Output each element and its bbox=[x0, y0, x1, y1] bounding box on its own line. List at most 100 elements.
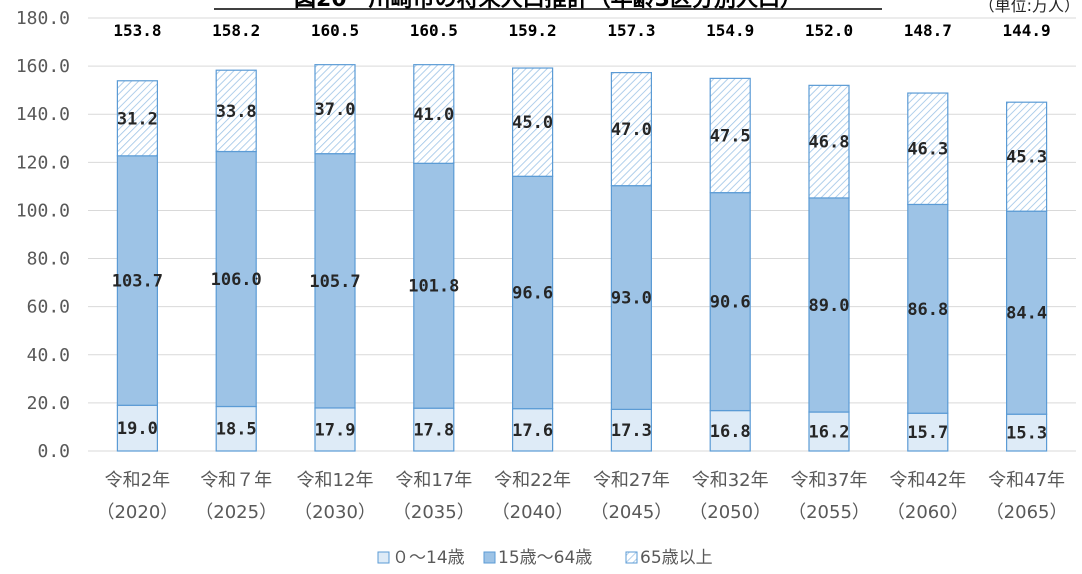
x-tick-era-label: 令和12年 bbox=[297, 470, 374, 491]
y-tick-label: 20.0 bbox=[27, 393, 70, 414]
y-axis-tick-labels: 0.0 20.0 40.0 60.0 80.0 100.0 120.0 140.0 160.0 1… bbox=[16, 8, 70, 462]
bar-segment-age-0-14-2050 bbox=[709, 409, 751, 452]
legend-item-age-15-64: 15歳～64歳 bbox=[483, 548, 592, 568]
bar-segment-age-65-plus-2045 bbox=[610, 72, 653, 187]
data-label-age-65-plus-2060: 46.3 bbox=[907, 140, 948, 160]
bar-segment-age-65-plus-2040 bbox=[511, 67, 554, 177]
bar-segment-age-15-64-2050 bbox=[709, 192, 751, 412]
x-tick-era-label: 令和42年 bbox=[889, 470, 966, 491]
legend-label: 65歳以上 bbox=[640, 548, 713, 568]
legend-item-age-65-plus: 65歳以上 bbox=[625, 548, 713, 568]
data-label-age-65-plus-2035: 41.0 bbox=[413, 105, 454, 125]
total-label-2055: 152.0 bbox=[805, 21, 853, 40]
y-tick-label: 40.0 bbox=[27, 345, 70, 366]
x-tick-year-label: （2055） bbox=[788, 502, 870, 523]
x-tick-year-label: （2065） bbox=[986, 502, 1068, 523]
bar-segment-age-65-plus-2025 bbox=[215, 69, 257, 153]
x-tick-era-label: 令和27年 bbox=[593, 470, 670, 491]
legend-swatch bbox=[483, 551, 496, 564]
bar-segment-age-15-64-2020 bbox=[116, 155, 159, 406]
total-label-2025: 158.2 bbox=[212, 21, 260, 40]
x-tick-year-label: （2025） bbox=[195, 502, 277, 523]
bar-segment-age-65-plus-2055 bbox=[808, 84, 850, 199]
bar-segment-age-0-14-2020 bbox=[116, 404, 159, 452]
unit-note: （単位:万人） bbox=[979, 0, 1080, 15]
y-tick-label: 60.0 bbox=[27, 297, 70, 318]
data-label-age-15-64-2045: 93.0 bbox=[611, 289, 652, 309]
bar-segment-age-65-plus-2060 bbox=[907, 92, 949, 206]
legend-item-age-0-14: ０～14歳 bbox=[377, 548, 465, 568]
total-label-2060: 148.7 bbox=[904, 21, 952, 40]
total-label-2065: 144.9 bbox=[1003, 21, 1051, 40]
data-label-age-0-14-2040: 17.6 bbox=[512, 421, 553, 441]
bar-segment-age-0-14-2025 bbox=[215, 405, 257, 452]
data-label-age-0-14-2055: 16.2 bbox=[809, 423, 850, 443]
bar-segment-age-65-plus-2020 bbox=[116, 80, 159, 157]
bar-segment-age-0-14-2060 bbox=[907, 412, 949, 452]
bar-segment-age-0-14-2055 bbox=[808, 411, 850, 452]
total-data-labels: 153.8 158.2 160.5 160.5 159.2 157.3 154.9 152.0… bbox=[113, 21, 1050, 40]
bar-segment-age-0-14-2045 bbox=[610, 408, 653, 452]
data-label-age-0-14-2030: 17.9 bbox=[315, 420, 356, 440]
x-tick-year-label: （2030） bbox=[294, 502, 376, 523]
legend-label: ０～14歳 bbox=[392, 548, 465, 568]
x-tick-year-label: （2060） bbox=[887, 502, 969, 523]
data-label-age-15-64-2065: 84.4 bbox=[1006, 304, 1047, 324]
y-tick-label: 0.0 bbox=[37, 441, 70, 462]
x-tick-era-label: 令和22年 bbox=[494, 470, 571, 491]
x-tick-era-label: 令和47年 bbox=[988, 470, 1065, 491]
data-label-age-0-14-2065: 15.3 bbox=[1006, 424, 1047, 444]
data-label-age-0-14-2035: 17.8 bbox=[413, 421, 454, 441]
bar-segment-age-15-64-2065 bbox=[1005, 210, 1048, 415]
chart-title: 図20 川崎市の将来人口推計（年齢3区分別人口） bbox=[294, 0, 802, 12]
data-label-age-15-64-2060: 86.8 bbox=[907, 300, 948, 320]
data-label-age-65-plus-2020: 31.2 bbox=[117, 109, 158, 129]
y-tick-label: 120.0 bbox=[16, 152, 70, 173]
legend-label: 15歳～64歳 bbox=[498, 548, 592, 568]
data-label-age-15-64-2055: 89.0 bbox=[809, 296, 850, 316]
data-label-age-15-64-2035: 101.8 bbox=[408, 277, 459, 297]
x-tick-year-label: （2035） bbox=[393, 502, 475, 523]
y-tick-label: 140.0 bbox=[16, 104, 70, 125]
segment-data-labels: 19.0 103.7 31.2 18.5 106.0 33.8 17.9 105.7 37.0 1… bbox=[112, 100, 1047, 443]
data-label-age-65-plus-2055: 46.8 bbox=[809, 133, 850, 153]
bar-segment-age-15-64-2055 bbox=[808, 197, 850, 413]
data-label-age-65-plus-2065: 45.3 bbox=[1006, 148, 1047, 168]
bar-segment-age-65-plus-2030 bbox=[314, 64, 356, 155]
bar-segment-age-65-plus-2035 bbox=[413, 64, 455, 164]
x-tick-era-label: 令和32年 bbox=[692, 470, 769, 491]
bar-segment-age-65-plus-2065 bbox=[1005, 101, 1048, 212]
data-label-age-65-plus-2045: 47.0 bbox=[611, 120, 652, 140]
x-tick-year-label: （2050） bbox=[689, 502, 771, 523]
bar-segment-age-0-14-2065 bbox=[1005, 413, 1048, 452]
data-label-age-0-14-2020: 19.0 bbox=[117, 419, 158, 439]
data-label-age-65-plus-2025: 33.8 bbox=[216, 102, 257, 122]
total-label-2040: 159.2 bbox=[509, 21, 557, 40]
bar-segment-age-15-64-2025 bbox=[215, 150, 257, 408]
x-tick-era-label: 令和７年 bbox=[200, 470, 272, 491]
data-label-age-65-plus-2050: 47.5 bbox=[710, 127, 751, 147]
data-label-age-65-plus-2040: 45.0 bbox=[512, 113, 553, 133]
bar-segment-age-0-14-2035 bbox=[413, 407, 455, 452]
x-axis-tick-labels: 令和2年 （2020） 令和７年 （2025） 令和12年 （2030） 令和17年 （203… bbox=[96, 470, 1067, 523]
y-tick-label: 160.0 bbox=[16, 56, 70, 77]
data-label-age-15-64-2020: 103.7 bbox=[112, 272, 163, 292]
data-label-age-15-64-2050: 90.6 bbox=[710, 293, 751, 313]
data-label-age-0-14-2060: 15.7 bbox=[907, 423, 948, 443]
x-tick-year-label: （2045） bbox=[590, 502, 672, 523]
y-tick-label: 80.0 bbox=[27, 249, 70, 270]
x-tick-era-label: 令和37年 bbox=[791, 470, 868, 491]
total-label-2050: 154.9 bbox=[706, 21, 754, 40]
data-label-age-15-64-2040: 96.6 bbox=[512, 283, 553, 303]
legend-swatch bbox=[625, 551, 638, 564]
data-label-age-0-14-2045: 17.3 bbox=[611, 421, 652, 441]
legend-swatch bbox=[377, 551, 390, 564]
total-label-2030: 160.5 bbox=[311, 21, 359, 40]
bar-segment-age-15-64-2035 bbox=[413, 162, 455, 409]
total-label-2045: 157.3 bbox=[607, 21, 655, 40]
bar-segment-age-0-14-2040 bbox=[511, 408, 554, 452]
stacked-bars bbox=[116, 64, 1048, 452]
data-label-age-65-plus-2030: 37.0 bbox=[315, 100, 356, 120]
data-label-age-0-14-2025: 18.5 bbox=[216, 420, 257, 440]
